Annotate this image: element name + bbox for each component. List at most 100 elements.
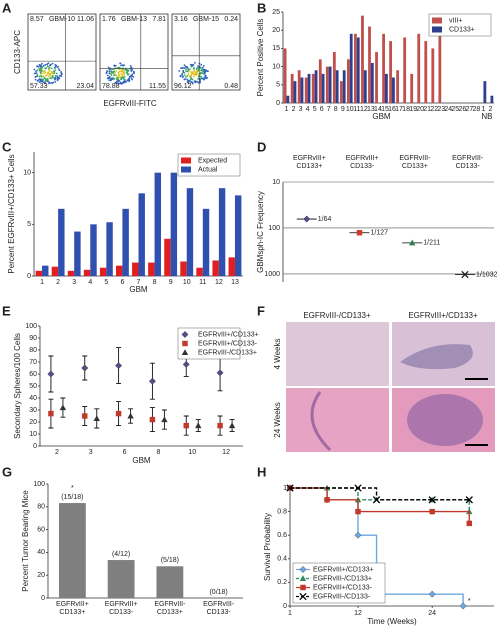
- y-tick-label: 90: [29, 335, 37, 342]
- event-dot: [199, 75, 201, 78]
- event-dot: [122, 81, 124, 84]
- event-dot: [118, 79, 121, 82]
- x-tick-label: 6: [120, 279, 124, 286]
- bar: [107, 560, 135, 598]
- event-dot: [33, 68, 36, 71]
- event-dot: [108, 68, 111, 71]
- marker: [81, 364, 89, 372]
- quadrant-value: 7.81: [152, 16, 166, 23]
- bar: [356, 37, 360, 104]
- bar: [228, 257, 235, 276]
- legend-swatch: [181, 166, 191, 173]
- legend-label: EGFRvIII-/CD133-: [313, 593, 371, 600]
- x-tick-label: 2: [489, 106, 493, 113]
- event-dot: [205, 77, 208, 80]
- bar: [58, 208, 65, 276]
- x-axis-label: GBM: [132, 456, 151, 465]
- bar: [290, 73, 294, 103]
- event-dot: [34, 76, 37, 78]
- event-dot: [119, 73, 122, 76]
- event-dot: [199, 80, 202, 82]
- event-dot: [181, 75, 184, 77]
- event-dot: [46, 65, 49, 67]
- event-dot: [201, 72, 204, 75]
- bar: [382, 33, 385, 104]
- x-tick-label: CD133-: [350, 163, 375, 170]
- bar: [424, 41, 428, 103]
- event-dot: [34, 78, 37, 81]
- y-tick-label: 50: [29, 383, 37, 390]
- x-tick-label: 3: [89, 449, 93, 456]
- legend-label: CD133+: [449, 26, 475, 33]
- event-dot: [38, 75, 41, 78]
- marker: [59, 404, 67, 411]
- y-tick-label: 5: [27, 221, 31, 228]
- x-tick-label: EGFRvIII+: [293, 155, 326, 162]
- bar: [375, 52, 378, 103]
- event-dot: [44, 82, 47, 85]
- event-dot: [108, 70, 111, 73]
- event-dot: [127, 70, 129, 73]
- event-dot: [189, 64, 192, 66]
- event-dot: [53, 67, 56, 70]
- marker: [354, 531, 362, 539]
- event-dot: [108, 79, 111, 82]
- event-dot: [199, 72, 202, 74]
- event-dot: [185, 68, 187, 71]
- panel-label: A: [2, 0, 12, 15]
- bar: [361, 15, 364, 104]
- bar: [90, 224, 97, 276]
- x-tick-label: 14: [374, 106, 382, 113]
- y-axis-label: Survival Probability: [263, 513, 272, 581]
- event-dot: [51, 74, 54, 77]
- event-dot: [51, 62, 54, 65]
- event-dot: [117, 78, 120, 81]
- event-dot: [183, 67, 186, 70]
- y-tick-label: 0.4: [277, 556, 287, 563]
- marker: [459, 602, 467, 610]
- event-dot: [120, 76, 123, 79]
- event-dot: [113, 65, 116, 67]
- event-dot: [131, 68, 133, 71]
- event-dot: [195, 80, 198, 83]
- tumor-region: [400, 344, 473, 370]
- quadrant-value: 96.12: [174, 83, 192, 90]
- event-dot: [200, 75, 203, 78]
- bar: [202, 208, 210, 276]
- x-tick-label: 8: [156, 449, 160, 456]
- quadrant-value: 57.33: [30, 83, 48, 90]
- y-tick-label: 100: [25, 323, 37, 330]
- x-tick-label: 13: [367, 106, 375, 113]
- event-dot: [40, 70, 43, 73]
- legend-label: EGFRvIII+/CD133+: [198, 331, 259, 338]
- x-tick-label: 3: [299, 106, 303, 113]
- bar: [363, 70, 367, 103]
- x-tick-label: 19: [409, 106, 417, 113]
- y-tick-label: 100: [33, 481, 45, 488]
- bar: [384, 73, 388, 103]
- event-dot: [49, 64, 51, 67]
- marker: [372, 496, 381, 504]
- histology-image: [286, 388, 389, 452]
- bar: [42, 265, 49, 276]
- bar: [234, 195, 242, 276]
- event-dot: [180, 67, 182, 69]
- bar: [354, 33, 357, 104]
- event-dot: [46, 63, 49, 66]
- quadrant-value: 1.76: [102, 16, 116, 23]
- event-dot: [46, 78, 49, 81]
- event-dot: [118, 66, 121, 69]
- event-dot: [119, 62, 122, 65]
- event-dot: [187, 82, 190, 84]
- plot-title: GBM-15: [193, 16, 219, 23]
- event-dot: [51, 82, 54, 85]
- event-dot: [190, 73, 193, 76]
- value-label: 1/127: [370, 230, 388, 237]
- y-tick-label: 1000: [264, 271, 280, 278]
- y-axis-label: Percent EGFRvIII+/CD133+ Cells: [7, 154, 16, 273]
- event-dot: [35, 70, 37, 72]
- x-tick-label: 26: [458, 106, 466, 113]
- group-label: NB: [481, 112, 492, 121]
- event-dot: [42, 64, 45, 67]
- value-label: (5/18): [161, 557, 179, 564]
